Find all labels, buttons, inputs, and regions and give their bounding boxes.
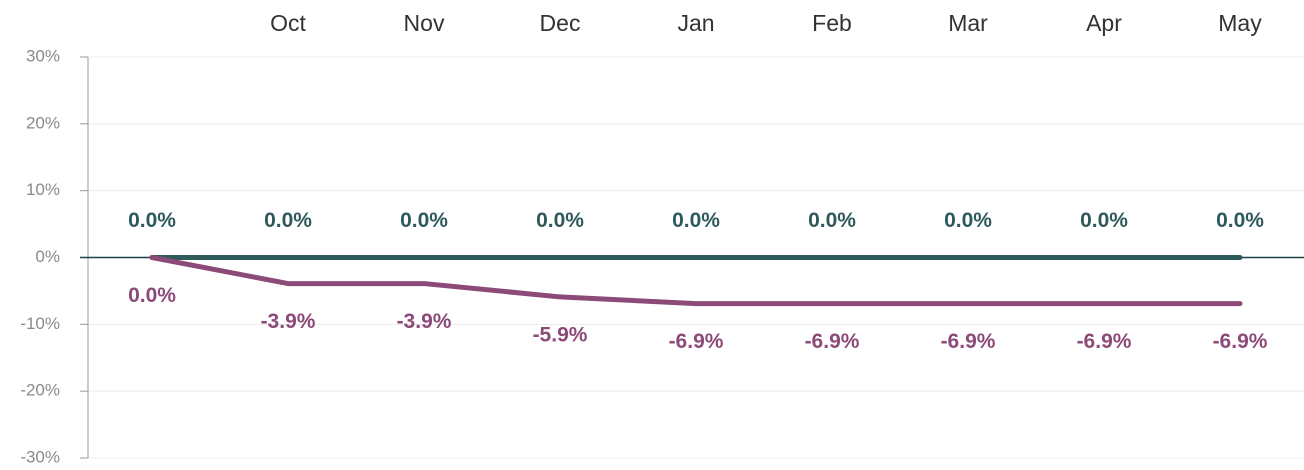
- data-label: 0.0%: [128, 209, 176, 232]
- y-tick-label: 0%: [35, 247, 60, 266]
- y-tick-label: -20%: [20, 381, 60, 400]
- data-label: 0.0%: [536, 209, 584, 232]
- x-tick-label: Nov: [404, 10, 445, 36]
- x-tick-label: Dec: [540, 10, 581, 36]
- y-tick-label: 30%: [26, 46, 60, 65]
- x-tick-label: Oct: [270, 10, 306, 36]
- data-label: 0.0%: [1080, 209, 1128, 232]
- data-label: -3.9%: [261, 310, 316, 333]
- y-tick-label: 20%: [26, 113, 60, 132]
- x-tick-label: Jan: [677, 10, 714, 36]
- data-label: -6.9%: [1213, 330, 1268, 353]
- data-label: -6.9%: [669, 330, 724, 353]
- data-label: 0.0%: [1216, 209, 1264, 232]
- x-tick-label: Apr: [1086, 10, 1122, 36]
- x-tick-label: Feb: [812, 10, 852, 36]
- data-label: -6.9%: [1077, 330, 1132, 353]
- y-tick-label: -10%: [20, 314, 60, 333]
- series-line: [149, 255, 1243, 307]
- data-label: 0.0%: [264, 209, 312, 232]
- data-label: 0.0%: [400, 209, 448, 232]
- data-label: 0.0%: [672, 209, 720, 232]
- data-label: 0.0%: [128, 284, 176, 307]
- data-label: -3.9%: [397, 310, 452, 333]
- y-tick-label: -30%: [20, 447, 60, 466]
- data-label: -6.9%: [805, 330, 860, 353]
- x-tick-label: May: [1218, 10, 1262, 36]
- data-label: 0.0%: [808, 209, 856, 232]
- y-tick-label: 10%: [26, 180, 60, 199]
- data-label: 0.0%: [944, 209, 992, 232]
- x-tick-label: Mar: [948, 10, 988, 36]
- data-label: -6.9%: [941, 330, 996, 353]
- data-label: -5.9%: [533, 323, 588, 346]
